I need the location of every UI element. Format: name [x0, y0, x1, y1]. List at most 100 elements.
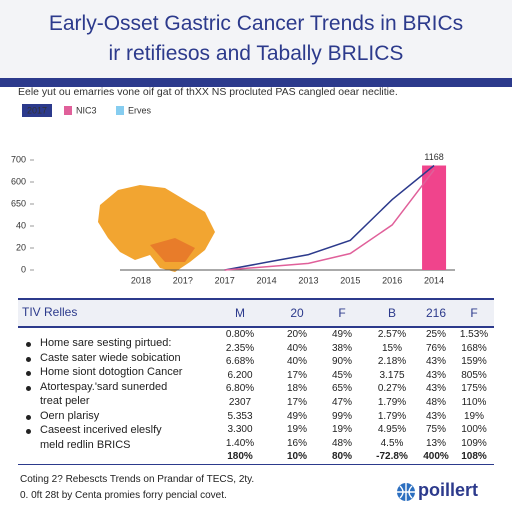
table-header-cell: F	[338, 306, 346, 320]
table-cell: 75%	[425, 424, 447, 436]
table-cell: 2.35%	[225, 342, 255, 354]
table-cell: 90%	[331, 356, 353, 368]
y-tick-label: 40	[16, 220, 26, 230]
legend-swatch	[116, 106, 124, 115]
table-cell: 40%	[286, 342, 308, 354]
table-cell: 19%	[286, 424, 308, 436]
table-cell: 5.353	[227, 410, 253, 422]
table-cell: 25%	[425, 329, 447, 340]
row-label: Atortespay.'sard sunerded	[40, 380, 168, 393]
table-cell: 4.95%	[377, 424, 407, 436]
header-band	[0, 78, 512, 87]
table-header-cell: 20	[290, 306, 304, 320]
x-tick-label: 2014	[424, 275, 444, 285]
line	[224, 164, 435, 271]
table-cell: 45%	[331, 369, 353, 381]
table-cell: 38%	[331, 342, 353, 354]
table-cell: 100%	[461, 424, 487, 436]
map-region	[150, 238, 195, 262]
y-tick-label: 0	[21, 264, 26, 274]
bullet	[26, 356, 31, 362]
table-cell: 10%	[286, 451, 308, 463]
x-tick-label: 2015	[340, 275, 360, 285]
table-header-cell: B	[387, 306, 397, 320]
table-cell: 43%	[425, 410, 447, 422]
table-cell: 65%	[331, 383, 353, 395]
bullet	[26, 429, 31, 434]
footnote: 0. 0ft 28t by Centa promies forry pencia…	[20, 490, 227, 501]
legend-label: Erves	[128, 105, 152, 115]
table-cell: 110%	[461, 397, 487, 408]
table-cell: 4.5%	[380, 437, 404, 449]
table-cell: 180%	[227, 451, 253, 463]
x-tick-label: 2017	[215, 275, 235, 285]
table-cell: 43%	[425, 383, 447, 395]
table-cell: 2.18%	[377, 356, 407, 368]
legend-swatch	[64, 106, 72, 115]
chart: 0 20 40 650 600 700 2018 201? 2017 2014 2013 2015 20…	[11, 104, 455, 285]
table-cell: 47%	[331, 397, 353, 408]
x-tick-label: 2013	[298, 275, 318, 285]
table-cell: 175%	[461, 383, 487, 395]
table-cell: 18%	[286, 383, 308, 395]
row-label: Oern plarisy	[40, 409, 100, 422]
table-cell: 15%	[381, 342, 403, 354]
table-cell: 40%	[286, 356, 308, 368]
footnote: Coting 2? Rebescts Trends on Prandar of …	[20, 474, 255, 485]
table-cell: 49%	[331, 329, 353, 340]
row-label: Home siont dotogtion Cancer	[40, 366, 183, 378]
x-tick-label: 201?	[173, 275, 193, 285]
table-cell: 76%	[425, 342, 447, 354]
legend-box	[22, 104, 52, 117]
table-cell: 19%	[331, 424, 353, 436]
table-cell: 80%	[331, 451, 353, 463]
table-cell: 20%	[286, 329, 308, 340]
bar	[422, 165, 447, 270]
table-cell: 16%	[286, 437, 308, 449]
table-cell: 108%	[461, 451, 487, 463]
table-header	[18, 298, 494, 328]
table-cell: 109%	[461, 437, 487, 449]
table-header-cell: TIV Relles	[22, 305, 78, 319]
y-tick-label: 650	[11, 198, 26, 208]
table-cell: 17%	[286, 369, 308, 381]
table-header-cell: M	[235, 306, 245, 320]
map-shape	[98, 185, 215, 272]
x-tick-label: 2014	[257, 275, 277, 285]
table-cell: 3.300	[227, 424, 253, 436]
table-cell: 43%	[425, 356, 447, 368]
table-cell: 0.27%	[377, 383, 407, 395]
table-cell: 13%	[425, 437, 447, 449]
y-tick-label: 20	[16, 242, 26, 252]
table-cell: 0.80%	[225, 329, 255, 340]
title-line-2: ir retifiesos and Tabally BRLICS	[108, 42, 404, 65]
table-cell: 2307	[228, 397, 252, 408]
table-cell: 17%	[286, 397, 308, 408]
row-label: Home sare sesting pirtued:	[40, 337, 172, 349]
bullet	[26, 385, 31, 391]
table-cell: 43%	[425, 369, 447, 381]
y-tick-label: 600	[11, 176, 26, 186]
table-cell: 6.80%	[225, 383, 255, 395]
table-cell: 1.40%	[225, 437, 255, 449]
subtitle: Eele yut ou emarries vone oif gat of thX…	[18, 86, 398, 98]
table-header-cell: 216	[425, 306, 447, 320]
logo: poillert	[418, 480, 479, 500]
table-cell: 6.200	[227, 369, 253, 381]
header	[0, 0, 512, 78]
row-label: Caste sater wiede sobication	[40, 351, 181, 364]
row-label: Caseest incerived eleslfy	[40, 424, 162, 436]
x-tick-label: 2016	[382, 275, 402, 285]
table-cell: 48%	[425, 397, 447, 408]
row-label: treat peler	[40, 395, 90, 407]
bullet	[26, 342, 31, 347]
table-cell: 49%	[286, 410, 308, 422]
legend-label: NIC3	[76, 105, 97, 115]
bar-label: 1168	[424, 152, 443, 162]
table-rule	[18, 464, 494, 465]
table-cell: 19%	[463, 410, 485, 422]
table-cell: 48%	[331, 437, 353, 449]
table-cell: -72.8%	[376, 451, 408, 463]
bullet	[26, 371, 31, 376]
